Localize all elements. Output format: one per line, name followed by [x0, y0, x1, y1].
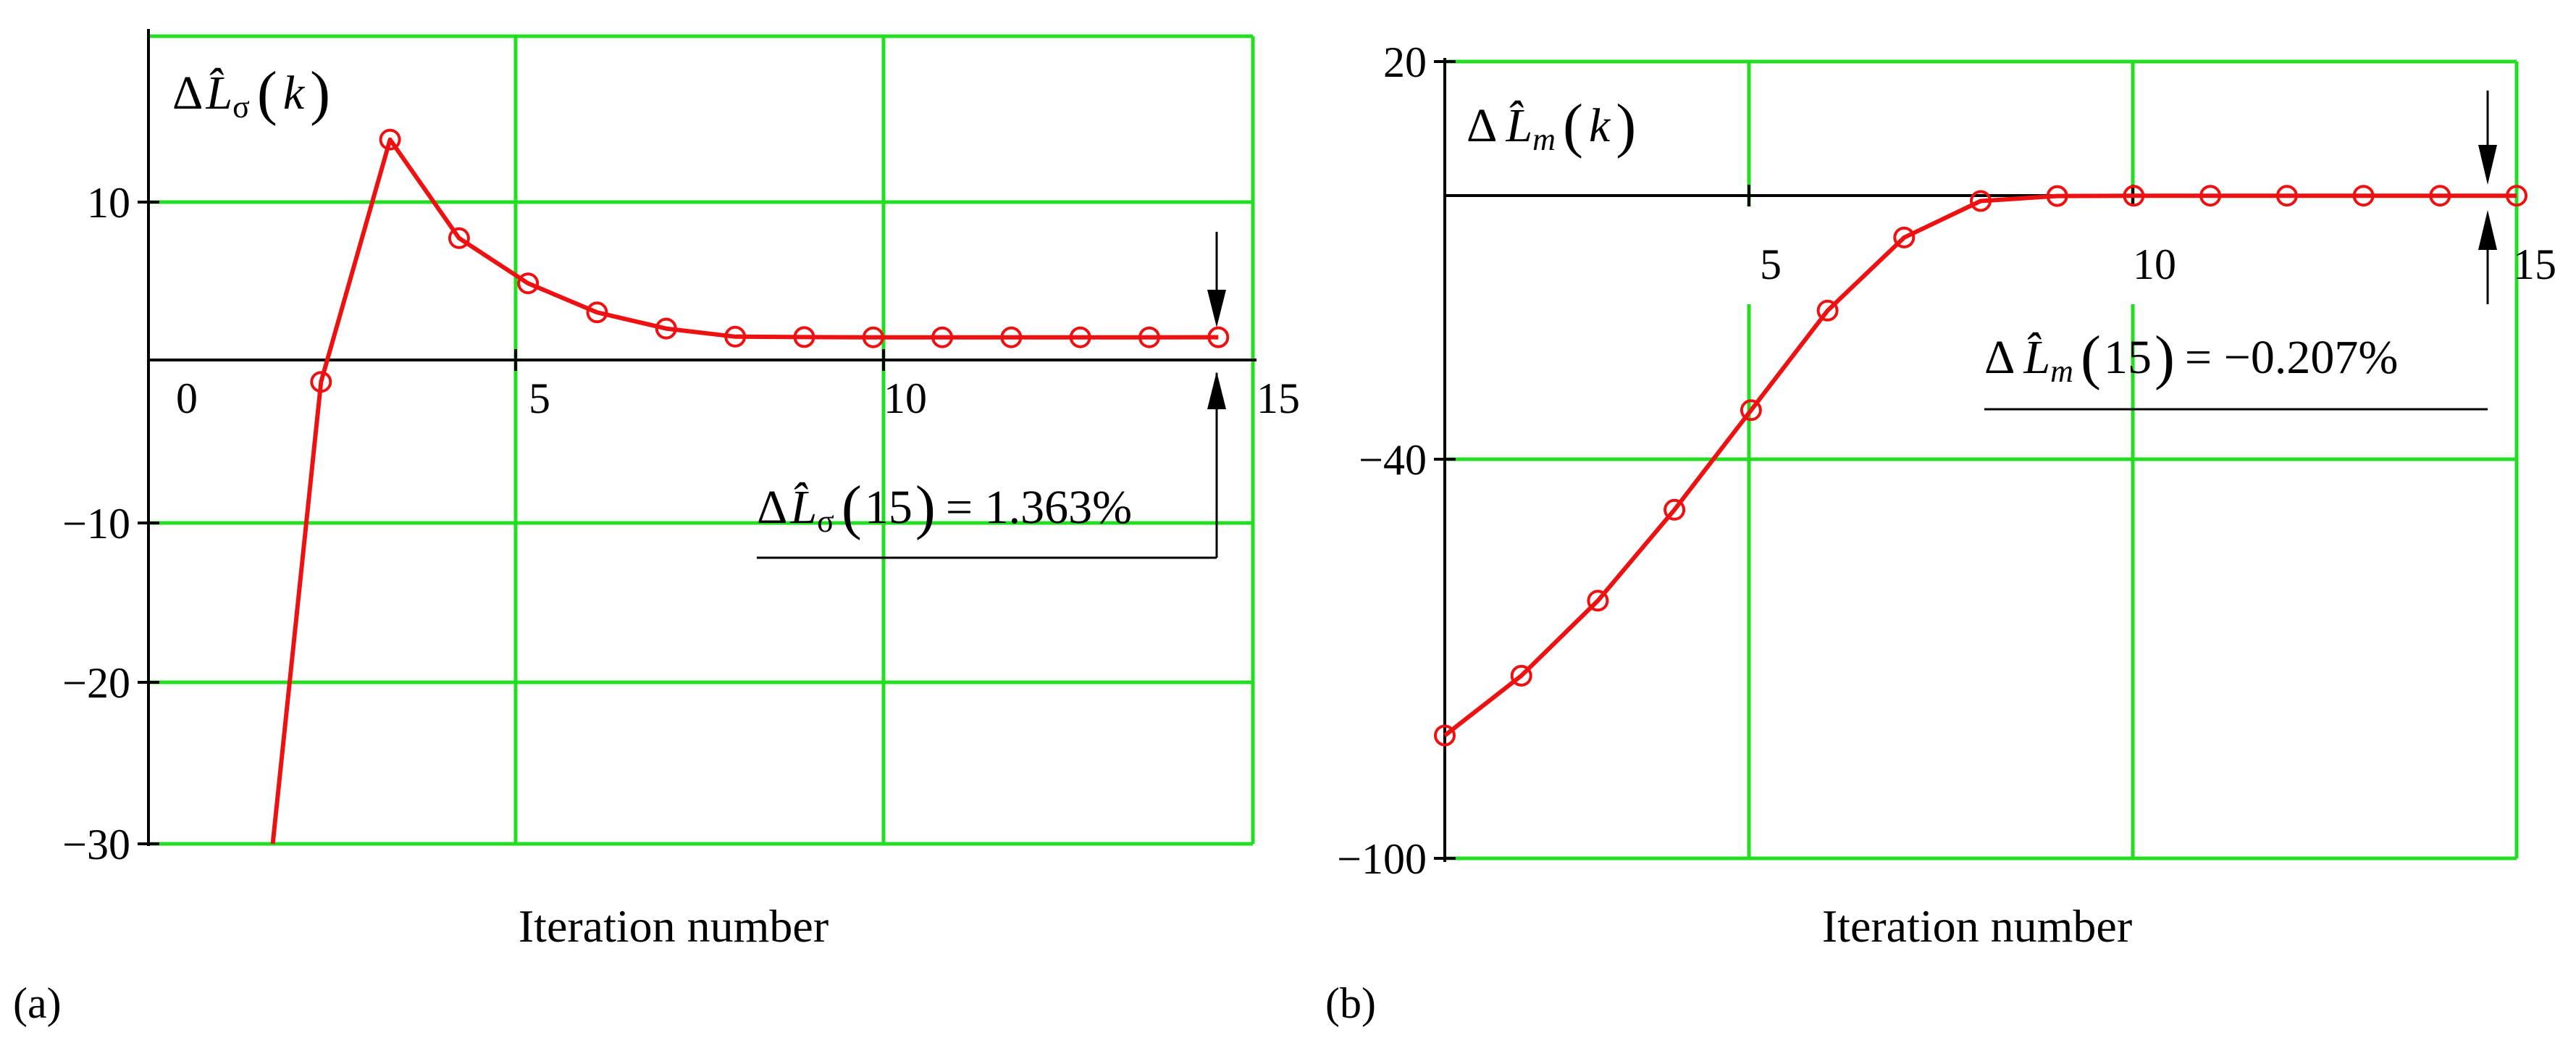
data-point: [1893, 226, 1916, 248]
data-point: [1000, 326, 1023, 348]
data-point: [724, 325, 747, 348]
panel-b-tick-labels: 5 10 15 20 −40 −100: [1337, 38, 2556, 883]
x-tick-label: 15: [1256, 374, 1300, 422]
data-point: [1970, 190, 1992, 212]
panel-b-arrow-up: [2478, 210, 2497, 250]
data-point: [1510, 664, 1532, 687]
x-tick-label: 15: [2513, 240, 2556, 288]
y-tick-label: 20: [1383, 38, 1427, 86]
data-point: [1740, 399, 1762, 422]
data-point: [310, 371, 332, 393]
panel-a-y-axis-label: ΔL̂σ(k): [172, 59, 330, 127]
y-tick-label: −30: [62, 821, 130, 868]
data-point: [379, 128, 401, 151]
panel-b-label: (b): [1325, 979, 1376, 1027]
x-tick-label: 0: [176, 374, 198, 422]
data-point: [2199, 185, 2222, 207]
data-point: [2352, 185, 2375, 207]
panel-a-chart: 0 5 10 15 10 −10 −20 −30 ΔL̂σ(k) ΔL̂σ (15…: [13, 29, 1300, 1027]
data-point: [2275, 185, 2298, 207]
series-line: [1443, 193, 2517, 737]
panel-b-chart: 5 10 15 20 −40 −100 Δ L̂m(k) Δ L̂m (15) = −0…: [1325, 38, 2556, 1027]
panel-a-arrow-down: [1207, 290, 1226, 327]
data-point: [1587, 590, 1609, 612]
panel-a-axes: [138, 29, 1256, 846]
panel-a-x-axis-label: Iteration number: [519, 900, 828, 952]
data-point: [1434, 724, 1456, 747]
data-point: [586, 301, 608, 324]
data-point: [1664, 498, 1686, 521]
data-point: [793, 326, 815, 348]
panel-a-grid: [148, 34, 1255, 846]
panel-b-arrow-down: [2478, 145, 2497, 185]
panel-b-series: [1434, 185, 2527, 747]
data-point: [1816, 299, 1839, 322]
data-point: [517, 272, 540, 295]
panel-a-label: (a): [13, 979, 62, 1027]
y-tick-label: −10: [62, 500, 130, 548]
panel-b-result-label: Δ L̂m (15) = −0.207%: [1984, 324, 2398, 391]
y-tick-label: −40: [1359, 436, 1427, 484]
panel-a-arrow-up: [1207, 372, 1226, 409]
x-tick-label: 10: [2133, 240, 2176, 288]
panel-b-y-axis-label: Δ L̂m(k): [1467, 92, 1636, 159]
data-point: [1069, 326, 1091, 348]
panel-a-tick-labels: 0 5 10 15 10 −10 −20 −30: [62, 179, 1300, 868]
data-point: [2123, 185, 2145, 207]
panel-a-result-label: ΔL̂σ (15) = 1.363%: [757, 474, 1132, 541]
panel-b-x-axis-label: Iteration number: [1822, 900, 2132, 952]
data-point: [2506, 185, 2527, 207]
data-point: [862, 326, 884, 348]
y-tick-label: −100: [1337, 835, 1427, 883]
y-tick-label: −20: [62, 659, 130, 707]
panel-b-grid: [1445, 59, 2519, 861]
x-tick-label: 5: [1760, 240, 1782, 288]
data-point: [655, 317, 677, 340]
data-point: [2429, 185, 2451, 207]
data-point: [1138, 326, 1160, 348]
series-line: [270, 137, 1219, 845]
data-point: [2046, 185, 2068, 207]
data-point: [931, 326, 954, 348]
x-tick-label: 10: [884, 374, 927, 422]
data-point: [448, 227, 470, 249]
y-tick-label: 10: [87, 179, 130, 227]
panel-a-series: [270, 128, 1230, 845]
x-tick-label: 5: [529, 374, 550, 422]
data-point: [1207, 326, 1230, 348]
